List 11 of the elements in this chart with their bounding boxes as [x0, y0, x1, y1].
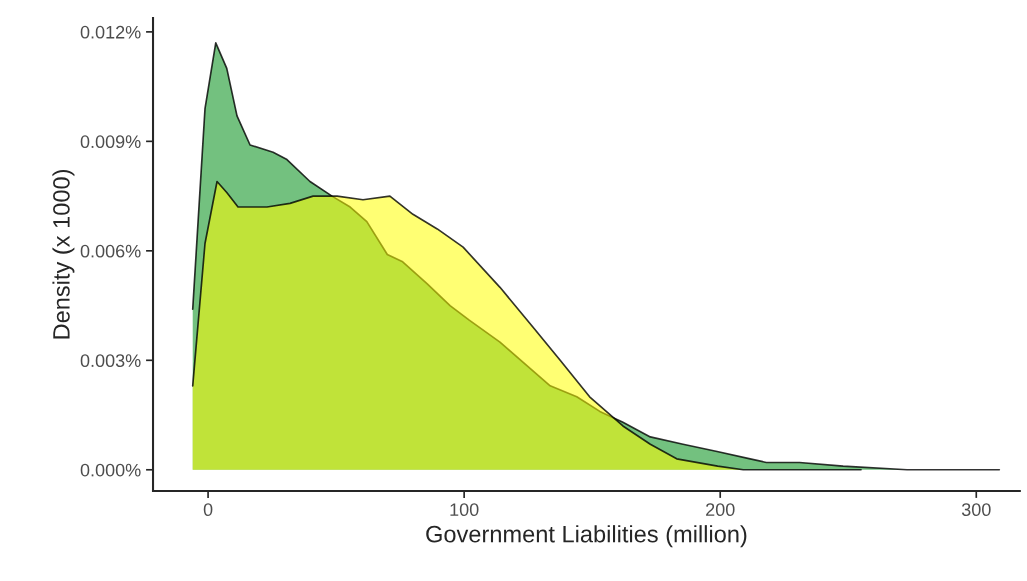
y-tick-label: 0.006%	[80, 244, 141, 258]
y-tick-label: 0.012%	[80, 25, 141, 39]
x-axis-title: Government Liabilities (million)	[426, 525, 747, 548]
x-tick-label: 300	[961, 503, 991, 517]
y-axis-title: Density (x 1000)	[52, 169, 75, 339]
x-tick-label: 200	[706, 503, 735, 517]
y-tick-label: 0.000%	[80, 463, 141, 477]
y-tick-label: 0.009%	[80, 135, 141, 149]
x-tick-label: 100	[450, 503, 479, 517]
y-tick-label: 0.003%	[80, 354, 141, 368]
x-tick-label: 0	[203, 503, 213, 517]
